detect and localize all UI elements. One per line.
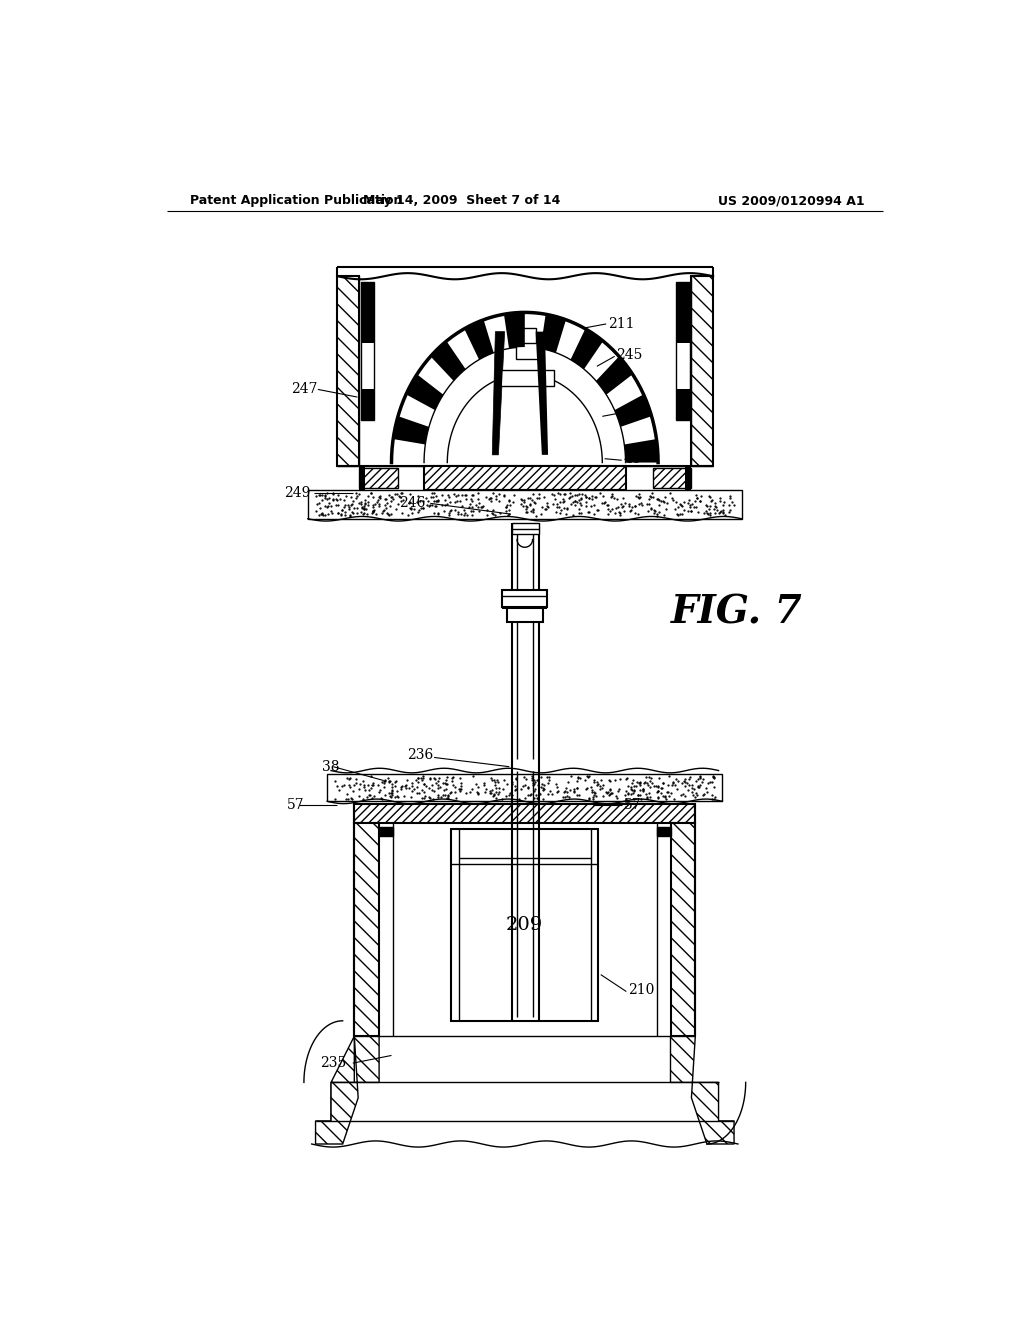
Polygon shape [685, 466, 691, 490]
Polygon shape [315, 1036, 379, 1144]
Text: 48: 48 [624, 451, 642, 466]
Polygon shape [536, 331, 548, 455]
Polygon shape [596, 356, 633, 395]
Bar [359, 469, 397, 488]
Polygon shape [541, 314, 566, 352]
Bar [354, 822, 379, 1036]
Bar [452, 829, 598, 1020]
Polygon shape [331, 1036, 354, 1121]
Bar [507, 609, 543, 622]
Text: 57: 57 [287, 799, 304, 812]
Bar [360, 281, 375, 420]
Text: 247: 247 [624, 405, 650, 420]
Polygon shape [504, 313, 524, 348]
Bar [308, 490, 741, 519]
Text: 210: 210 [628, 983, 654, 997]
Bar [328, 774, 722, 801]
Polygon shape [360, 281, 375, 343]
Polygon shape [393, 416, 429, 445]
Polygon shape [379, 826, 393, 836]
Polygon shape [359, 466, 366, 490]
Text: 211: 211 [608, 317, 635, 331]
Bar [656, 826, 671, 836]
Text: 38: 38 [322, 760, 339, 774]
Polygon shape [493, 331, 505, 455]
Bar [379, 826, 393, 836]
Text: 235: 235 [321, 1056, 346, 1071]
Bar [691, 276, 713, 466]
Bar [496, 370, 554, 385]
Polygon shape [671, 1036, 734, 1144]
Bar [519, 327, 537, 355]
Bar [503, 590, 547, 607]
Polygon shape [656, 826, 671, 836]
Polygon shape [360, 389, 375, 420]
Text: 57: 57 [624, 799, 642, 812]
Polygon shape [570, 329, 603, 370]
Text: 245: 245 [616, 347, 643, 362]
Polygon shape [614, 395, 651, 426]
Bar [676, 281, 690, 420]
Text: 249: 249 [285, 486, 311, 500]
Polygon shape [464, 319, 494, 359]
Text: US 2009/0120994 A1: US 2009/0120994 A1 [718, 194, 864, 207]
Bar [424, 466, 626, 490]
Text: 236: 236 [407, 748, 433, 762]
Polygon shape [430, 341, 466, 381]
Bar [337, 276, 359, 466]
Bar [512, 523, 539, 535]
Polygon shape [493, 331, 505, 455]
Text: May 14, 2009  Sheet 7 of 14: May 14, 2009 Sheet 7 of 14 [362, 194, 560, 207]
Polygon shape [407, 375, 443, 411]
Polygon shape [625, 440, 658, 462]
Bar [671, 822, 695, 1036]
Text: 246: 246 [399, 496, 426, 511]
Polygon shape [503, 607, 547, 609]
Bar [516, 343, 540, 359]
Polygon shape [676, 389, 690, 420]
Text: 209: 209 [506, 916, 544, 933]
Bar [354, 804, 695, 822]
Text: FIG. 7: FIG. 7 [671, 594, 802, 632]
Bar [652, 469, 691, 488]
Text: Patent Application Publication: Patent Application Publication [190, 194, 402, 207]
Polygon shape [676, 281, 690, 343]
Text: 247: 247 [291, 383, 317, 396]
